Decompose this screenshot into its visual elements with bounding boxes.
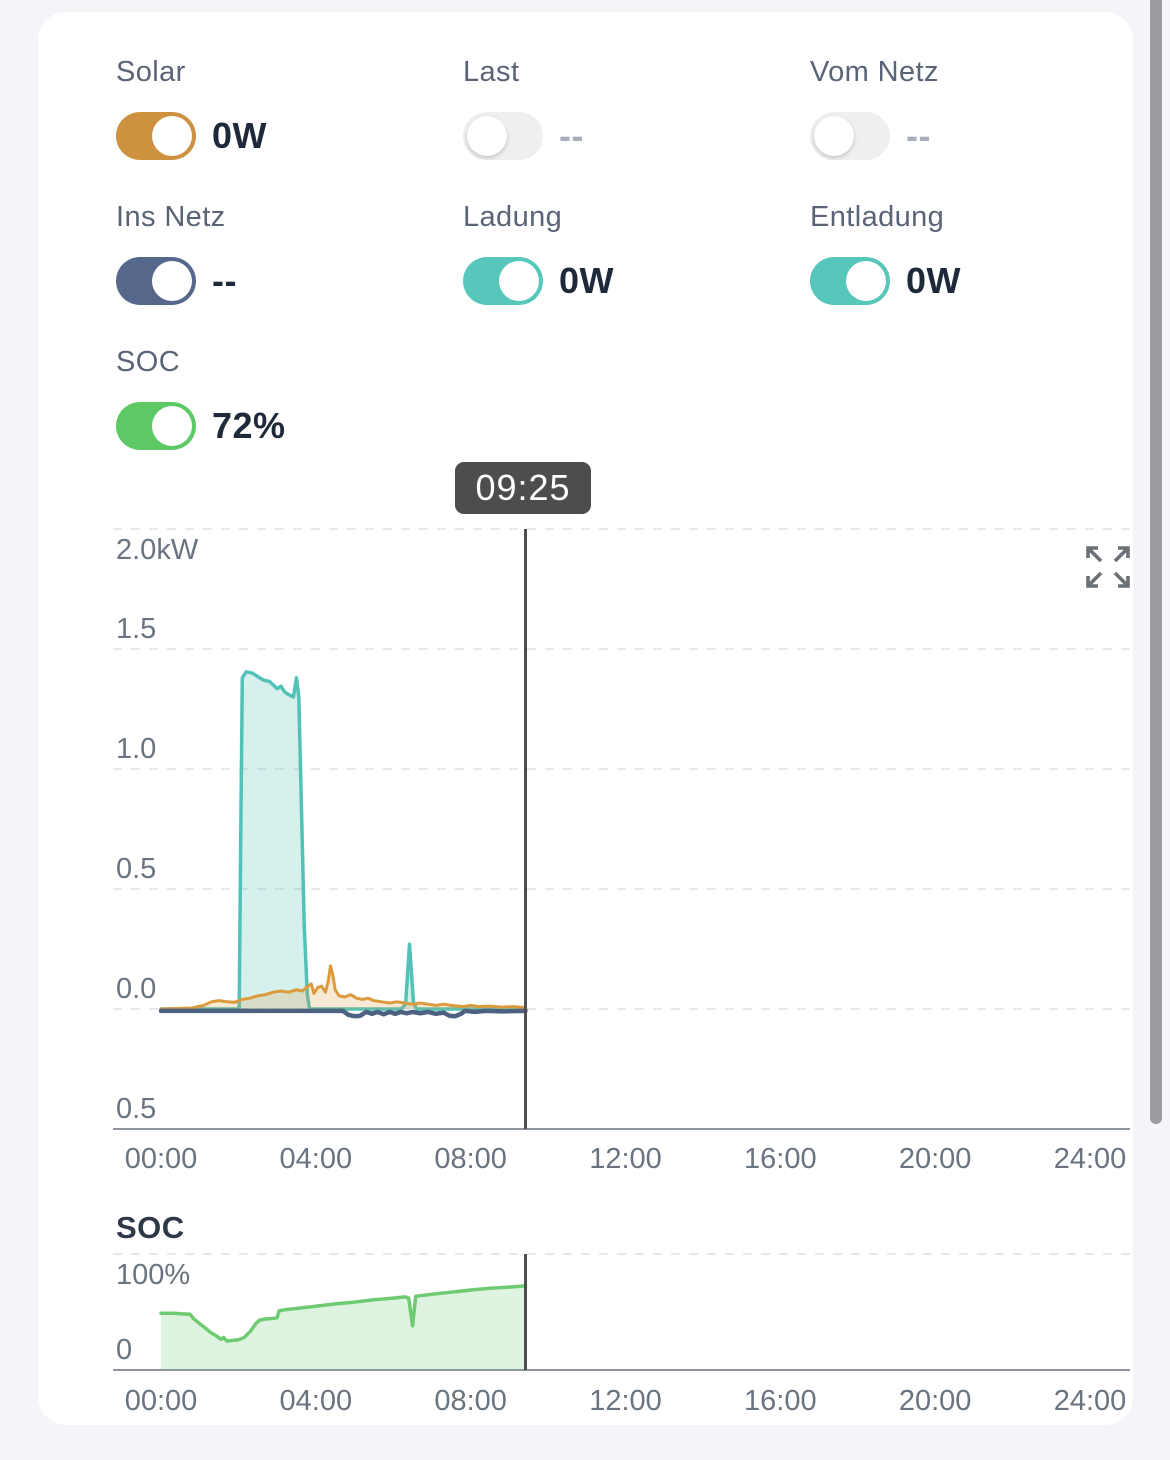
toggle-label-last: Last bbox=[463, 56, 520, 88]
x-tick-label: 24:00 bbox=[1053, 1143, 1127, 1175]
toggle-knob bbox=[814, 116, 854, 156]
x-tick-label: 08:00 bbox=[434, 1143, 507, 1175]
solar-value: 0W bbox=[212, 115, 267, 156]
toggle-label-entladung: Entladung bbox=[810, 201, 945, 233]
ins-netz-toggle[interactable] bbox=[116, 257, 196, 305]
toggle-group-vom-netz: Vom Netz -- bbox=[810, 54, 1140, 160]
x-tick-label: 00:00 bbox=[124, 1143, 198, 1175]
soc-chart[interactable] bbox=[98, 1250, 1138, 1380]
y-tick-label: 0.0 bbox=[116, 973, 157, 1005]
scrollbar-thumb[interactable] bbox=[1150, 0, 1162, 1124]
x-tick-label: 24:00 bbox=[1053, 1385, 1127, 1417]
x-tick-label: 20:00 bbox=[898, 1385, 972, 1417]
toggle-knob bbox=[152, 261, 192, 301]
soc-value: 72% bbox=[212, 405, 286, 446]
entladung-value: 0W bbox=[906, 260, 961, 301]
toggle-group-solar: Solar 0W bbox=[116, 54, 446, 160]
toggle-group-ins-netz: Ins Netz -- bbox=[116, 199, 446, 305]
x-tick-label: 12:00 bbox=[589, 1385, 662, 1417]
y-tick-label: 1.0 bbox=[116, 733, 157, 765]
x-tick-label: 12:00 bbox=[589, 1143, 662, 1175]
x-tick-label: 20:00 bbox=[898, 1143, 972, 1175]
toggle-group-soc: SOC 72% bbox=[116, 344, 446, 450]
x-tick-label: 04:00 bbox=[279, 1143, 353, 1175]
dashboard-card: Solar 0W Last -- Vom Netz -- Ins Netz bbox=[38, 12, 1133, 1425]
x-tick-label: 04:00 bbox=[279, 1385, 353, 1417]
last-value: -- bbox=[559, 115, 584, 156]
x-tick-label: 08:00 bbox=[434, 1385, 507, 1417]
toggle-group-last: Last -- bbox=[463, 54, 793, 160]
toggle-knob bbox=[152, 116, 192, 156]
toggle-group-ladung: Ladung 0W bbox=[463, 199, 793, 305]
toggle-label-vom-netz: Vom Netz bbox=[810, 56, 939, 88]
y-tick-label: 0.5 bbox=[116, 853, 157, 885]
vom-netz-value: -- bbox=[906, 115, 931, 156]
ins-netz-value: -- bbox=[212, 260, 237, 301]
toggle-label-ladung: Ladung bbox=[463, 201, 563, 233]
x-tick-label: 16:00 bbox=[744, 1143, 817, 1175]
toggle-knob bbox=[467, 116, 507, 156]
toggle-knob bbox=[846, 261, 886, 301]
toggle-label-solar: Solar bbox=[116, 56, 186, 88]
cursor-time-tooltip: 09:25 bbox=[455, 462, 591, 514]
toggle-label-ins-netz: Ins Netz bbox=[116, 201, 226, 233]
fullscreen-button[interactable] bbox=[1084, 543, 1132, 593]
soc-toggle[interactable] bbox=[116, 402, 196, 450]
last-toggle[interactable] bbox=[463, 112, 543, 160]
y-tick-label: 0.5 bbox=[116, 1093, 157, 1125]
x-tick-label: 16:00 bbox=[744, 1385, 817, 1417]
ladung-toggle[interactable] bbox=[463, 257, 543, 305]
toggle-knob bbox=[499, 261, 539, 301]
y-tick-label: 0 bbox=[116, 1334, 133, 1366]
ladung-value: 0W bbox=[559, 260, 614, 301]
entladung-toggle[interactable] bbox=[810, 257, 890, 305]
x-tick-label: 00:00 bbox=[124, 1385, 198, 1417]
y-tick-label: 2.0kW bbox=[116, 534, 199, 566]
toggle-knob bbox=[152, 406, 192, 446]
y-tick-label: 100% bbox=[116, 1259, 191, 1291]
soc-chart-title: SOC bbox=[116, 1210, 185, 1245]
toggle-label-soc: SOC bbox=[116, 346, 181, 378]
expand-icon bbox=[1086, 546, 1130, 588]
y-tick-label: 1.5 bbox=[116, 613, 157, 645]
solar-toggle[interactable] bbox=[116, 112, 196, 160]
vom-netz-toggle[interactable] bbox=[810, 112, 890, 160]
power-chart[interactable] bbox=[98, 522, 1138, 1182]
toggle-group-entladung: Entladung 0W bbox=[810, 199, 1140, 305]
